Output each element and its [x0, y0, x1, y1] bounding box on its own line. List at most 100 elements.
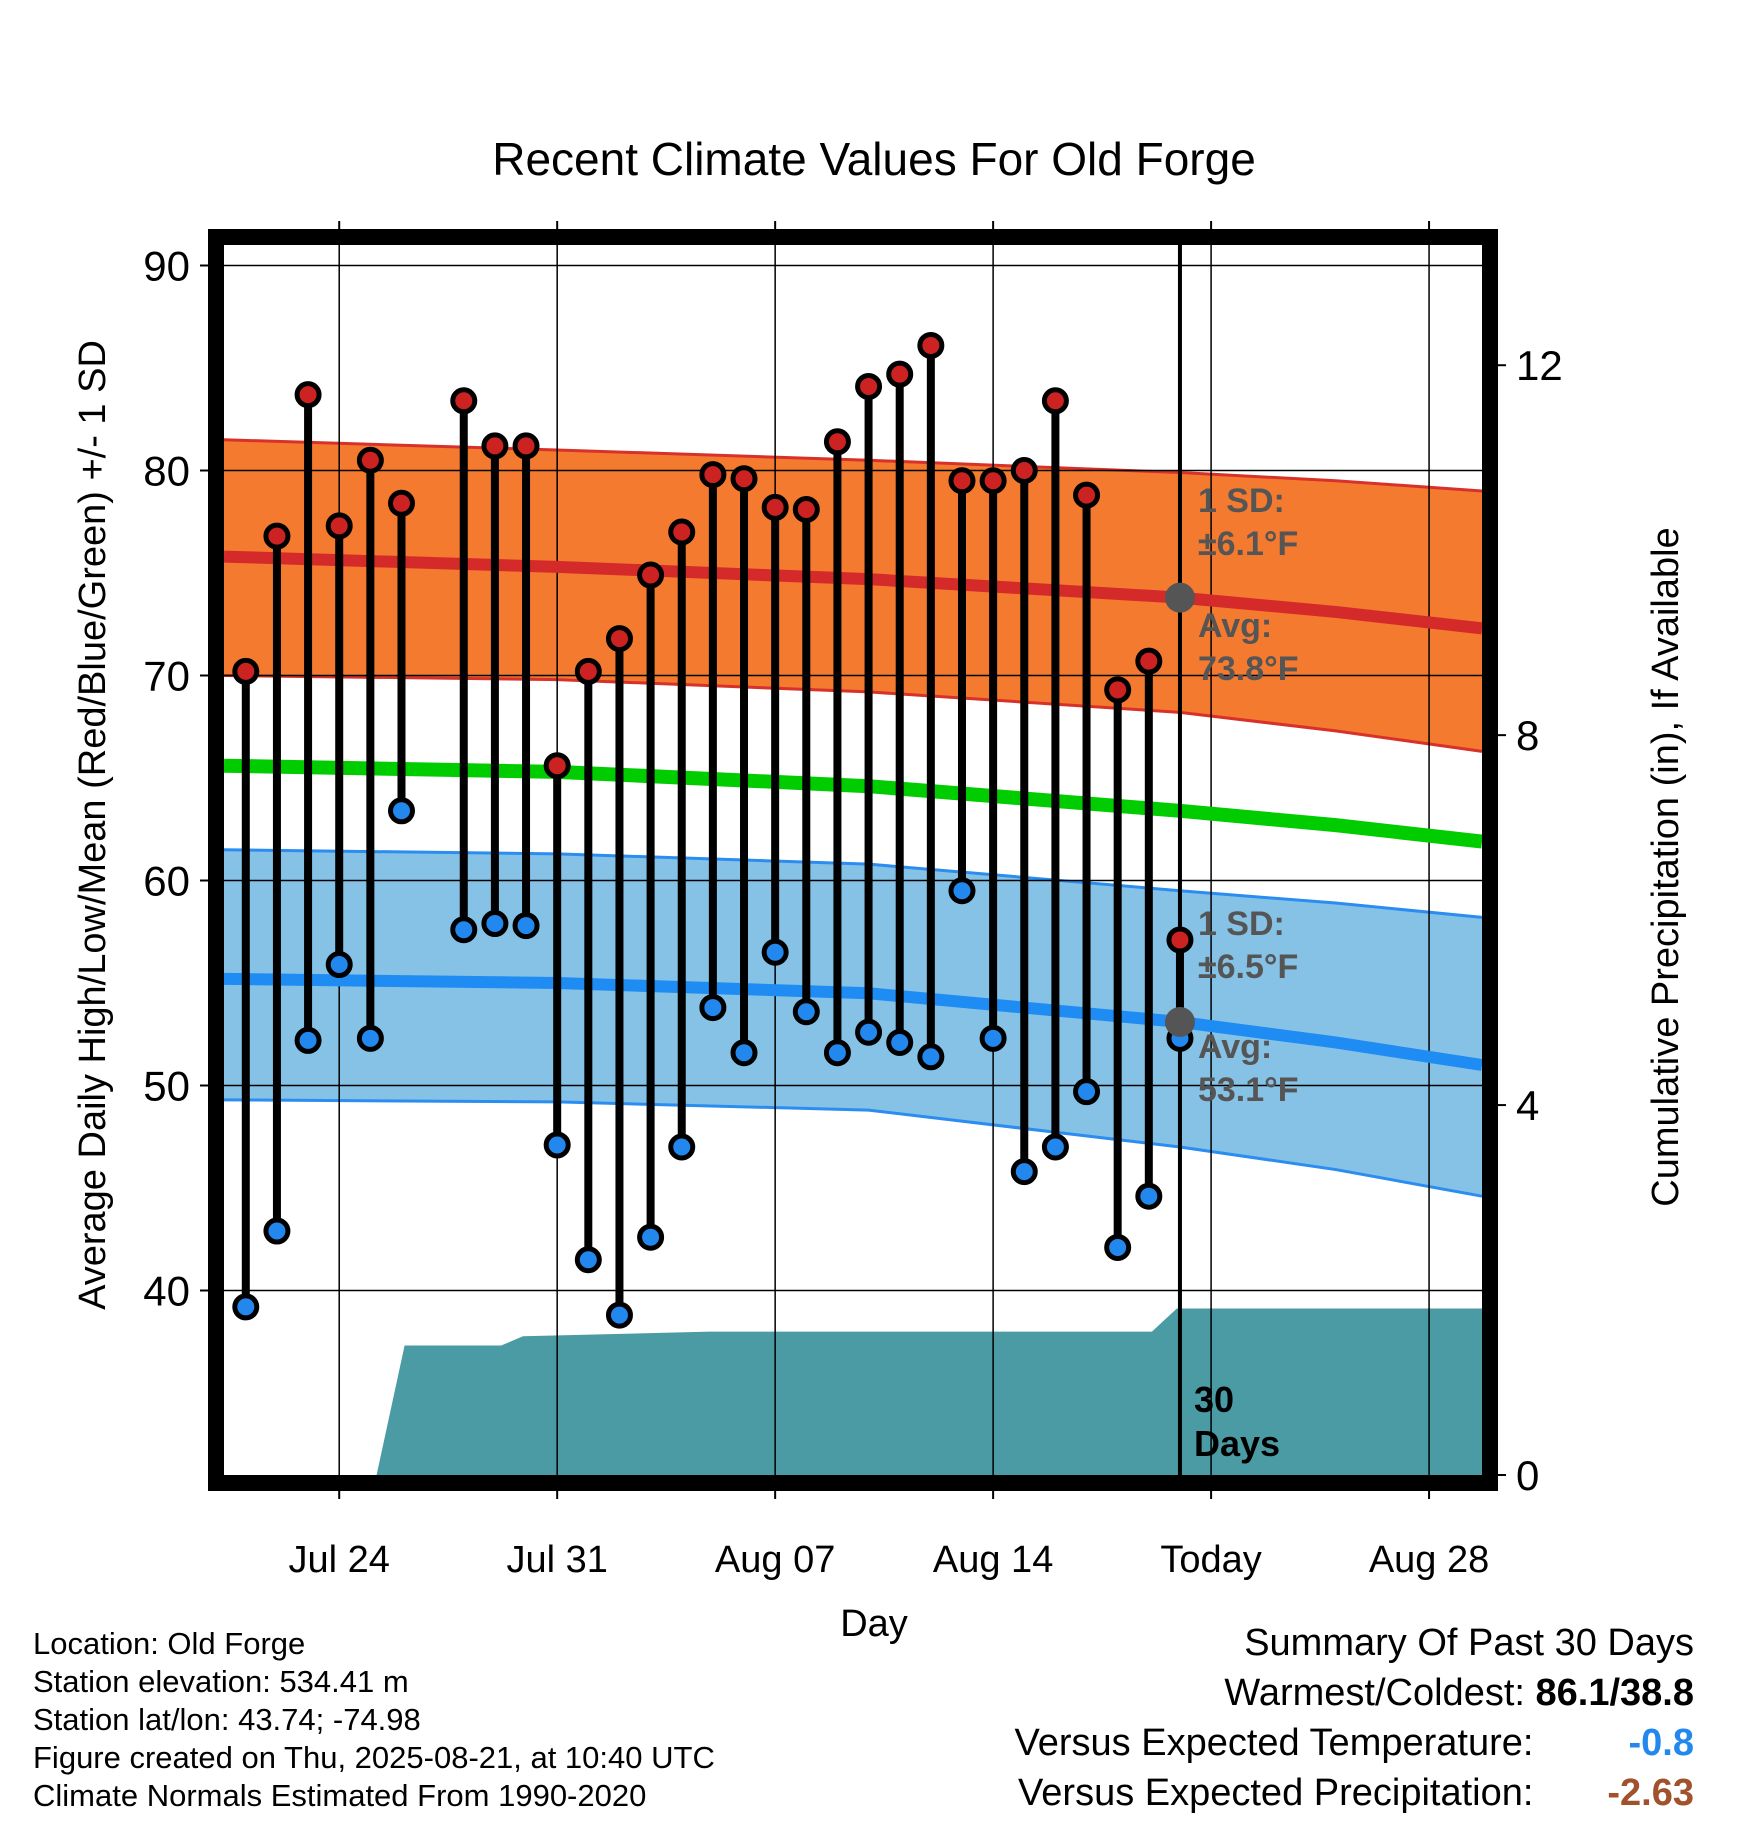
y2-tick-label: 8: [1516, 712, 1539, 759]
high-sd-band: [224, 439, 1482, 752]
high-marker: [855, 372, 883, 400]
high-marker: [979, 467, 1007, 495]
low-marker: [481, 910, 509, 938]
precip-label: Versus Expected Precipitation:: [1018, 1772, 1534, 1814]
created-text: Figure created on Thu, 2025-08-21, at 10…: [33, 1740, 715, 1775]
high-avg-today-dot: [1164, 582, 1195, 613]
high-marker: [450, 387, 478, 415]
elevation-text: Station elevation: 534.41 m: [33, 1664, 409, 1699]
high-marker: [1010, 457, 1038, 484]
x-tick-label: Jul 24: [289, 1539, 390, 1581]
high-marker: [232, 657, 260, 685]
low-avg-label: Avg:: [1198, 1028, 1272, 1066]
high-marker: [1041, 387, 1069, 415]
low-marker: [917, 1043, 945, 1071]
x-tick-label: Aug 07: [715, 1539, 835, 1581]
x-tick-label: Jul 31: [506, 1539, 607, 1581]
latlon-text: Station lat/lon: 43.74; -74.98: [33, 1702, 421, 1737]
low-marker: [761, 938, 789, 966]
period-number: 30: [1194, 1379, 1234, 1420]
y-tick-label: 90: [143, 243, 190, 290]
precip-value: -2.63: [1607, 1772, 1694, 1814]
high-marker: [356, 446, 384, 474]
high-marker: [637, 561, 665, 589]
high-marker: [886, 360, 914, 388]
x-axis-label: Day: [840, 1603, 908, 1645]
high-marker: [792, 495, 820, 523]
low-marker: [1041, 1133, 1069, 1161]
low-marker: [543, 1131, 571, 1159]
low-marker: [855, 1018, 883, 1046]
x-tick-label: Aug 28: [1369, 1539, 1489, 1581]
low-marker: [605, 1301, 633, 1329]
summary-panel: Summary Of Past 30 Days Warmest/Coldest:…: [1015, 1618, 1694, 1818]
precip-row: Versus Expected Precipitation: -2.63: [1015, 1768, 1694, 1818]
temp-value: -0.8: [1628, 1722, 1694, 1764]
temp-row: Versus Expected Temperature: -0.8: [1015, 1718, 1694, 1768]
low-marker: [356, 1024, 384, 1052]
low-marker: [1073, 1078, 1101, 1106]
low-marker: [232, 1293, 260, 1321]
y2-tick-label: 12: [1516, 342, 1563, 389]
low-marker: [574, 1246, 602, 1274]
temp-label: Versus Expected Temperature:: [1014, 1722, 1534, 1764]
warm-cold-row: Warmest/Coldest: 86.1/38.8: [1015, 1668, 1694, 1718]
high-marker: [1104, 676, 1132, 704]
summary-title: Summary Of Past 30 Days: [1244, 1622, 1694, 1664]
high-marker: [481, 432, 509, 460]
y-tick-label: 80: [143, 448, 190, 495]
low-marker: [1104, 1233, 1132, 1261]
high-marker: [325, 512, 353, 540]
low-marker: [637, 1223, 665, 1251]
plot-frame: [208, 229, 1498, 1491]
low-marker: [387, 797, 415, 825]
high-marker: [263, 522, 291, 550]
low-marker: [823, 1039, 851, 1067]
high-marker: [917, 331, 945, 359]
precip-area: [224, 1308, 1482, 1475]
high-marker: [699, 461, 727, 489]
y-tick-label: 70: [143, 653, 190, 700]
high-marker: [512, 432, 540, 460]
high-marker: [574, 657, 602, 685]
low-marker: [886, 1028, 914, 1056]
low-marker: [948, 877, 976, 905]
low-marker: [263, 1217, 291, 1245]
y2-tick-label: 0: [1516, 1452, 1539, 1499]
low-marker: [699, 994, 727, 1022]
x-tick-label: Today: [1160, 1539, 1261, 1581]
high-sd-value: ±6.1°F: [1198, 525, 1298, 563]
high-avg-value: 73.8°F: [1198, 650, 1299, 688]
high-marker: [294, 381, 322, 409]
y-tick-label: 40: [143, 1268, 190, 1315]
period-unit: Days: [1194, 1423, 1280, 1464]
low-marker: [325, 951, 353, 979]
plot-area: 1 SD: ±6.1°F Avg: 73.8°F 1 SD: ±6.5°F Avg: 53.1…: [223, 245, 1483, 1475]
y2-axis-label: Cumulative Precipitation (in), If Availa…: [1645, 527, 1687, 1206]
high-marker: [1166, 926, 1194, 954]
y-tick-label: 50: [143, 1063, 190, 1110]
high-marker: [730, 465, 758, 493]
high-marker: [1135, 647, 1163, 675]
high-marker: [668, 518, 696, 546]
high-avg-label: Avg:: [1198, 607, 1272, 645]
warm-cold-label: Warmest/Coldest:: [1224, 1672, 1525, 1714]
low-marker: [294, 1026, 322, 1054]
low-avg-value: 53.1°F: [1198, 1071, 1299, 1109]
low-sd-label: 1 SD:: [1198, 905, 1285, 943]
y-axis-label: Average Daily High/Low/Mean (Red/Blue/Gr…: [72, 340, 114, 1310]
normals-text: Climate Normals Estimated From 1990-2020: [33, 1778, 647, 1813]
high-marker: [1073, 481, 1101, 509]
high-marker: [823, 428, 851, 456]
low-marker: [1010, 1158, 1038, 1186]
low-marker: [668, 1133, 696, 1161]
location-text: Location: Old Forge: [33, 1626, 306, 1661]
low-marker: [730, 1039, 758, 1067]
x-tick-label: Aug 14: [933, 1539, 1053, 1581]
high-marker: [761, 493, 789, 521]
high-marker: [605, 625, 633, 653]
low-marker: [1135, 1182, 1163, 1210]
low-marker: [450, 916, 478, 944]
low-sd-value: ±6.5°F: [1198, 948, 1298, 986]
